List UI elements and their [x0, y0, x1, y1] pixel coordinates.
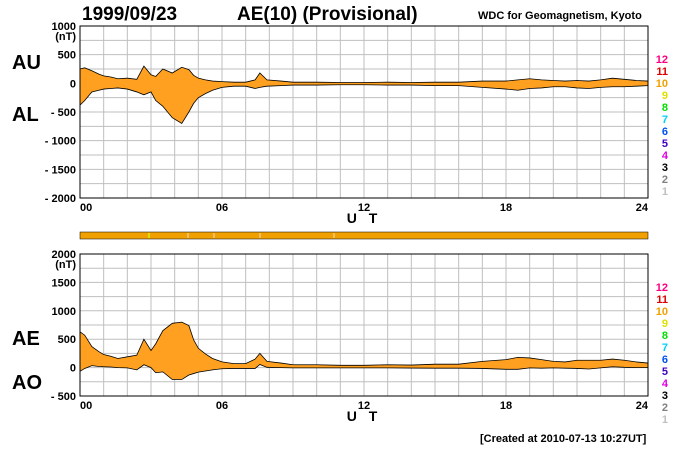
coverage-marker: [259, 233, 261, 238]
top-plot-frame: [79, 25, 649, 199]
station-legend-11: 11: [656, 294, 668, 306]
x-axis-label: U T: [347, 408, 382, 424]
y-tick-label: 1000: [52, 306, 76, 318]
source-label: WDC for Geomagnetism, Kyoto: [478, 10, 642, 22]
al-label: AL: [12, 104, 39, 126]
x-tick-label: 24: [636, 400, 649, 412]
station-legend-10: 10: [656, 306, 668, 318]
x-tick-label: 06: [216, 202, 228, 214]
created-label: [Created at 2010-07-13 10:27UT]: [480, 433, 647, 445]
x-tick-label: 06: [216, 400, 228, 412]
date-title: 1999/09/23: [82, 4, 178, 25]
x-tick-label: 00: [80, 400, 92, 412]
bottom-plot-frame: [79, 253, 649, 397]
station-legend-4: 4: [662, 378, 669, 390]
station-legend-11: 11: [656, 66, 668, 78]
x-tick-label: 00: [80, 202, 92, 214]
y-tick-label: - 500: [51, 107, 76, 119]
station-legend-6: 6: [662, 126, 668, 138]
station-legend-12: 12: [656, 54, 668, 66]
coverage-marker: [213, 233, 215, 238]
station-coverage-bar: [79, 231, 649, 240]
series-line-ae: [79, 321, 649, 366]
coverage-marker: [333, 233, 335, 238]
y-tick-label: - 500: [51, 391, 76, 403]
station-legend-1: 1: [662, 186, 668, 198]
ae-label: AE: [12, 328, 40, 350]
x-tick-label: 24: [636, 202, 649, 214]
y-tick-label: 500: [58, 334, 76, 346]
station-legend-5: 5: [662, 138, 668, 150]
x-tick-label: 18: [500, 202, 512, 214]
top-area-fill: [80, 66, 648, 124]
coverage-marker: [187, 233, 189, 238]
y-tick-label: 500: [58, 50, 76, 62]
station-legend-9: 9: [662, 318, 668, 330]
y-tick-label: 1500: [52, 277, 76, 289]
station-legend-1: 1: [662, 414, 668, 426]
y-tick-label: - 1000: [45, 136, 76, 148]
y-tick-label: 0: [70, 363, 76, 375]
station-legend-8: 8: [662, 102, 668, 114]
station-legend-2: 2: [662, 402, 668, 414]
station-legend-9: 9: [662, 90, 668, 102]
station-legend-10: 10: [656, 78, 668, 90]
y-tick-label: - 1500: [45, 164, 76, 176]
station-legend-2: 2: [662, 174, 668, 186]
ao-label: AO: [12, 372, 42, 394]
y-axis-unit: (nT): [55, 31, 76, 43]
x-tick-label: 12: [358, 202, 370, 214]
x-tick-label: 12: [358, 400, 370, 412]
series-line-al: [79, 84, 649, 125]
index-title: AE(10) (Provisional): [237, 4, 418, 25]
station-legend-3: 3: [662, 162, 668, 174]
bottom-area-fill: [80, 322, 648, 380]
au-label: AU: [12, 52, 41, 74]
y-tick-label: 1000: [52, 21, 76, 33]
station-legend-6: 6: [662, 354, 668, 366]
station-legend-4: 4: [662, 150, 669, 162]
station-legend-3: 3: [662, 390, 668, 402]
y-tick-label: 2000: [52, 249, 76, 261]
y-tick-label: 0: [70, 78, 76, 90]
y-tick-label: - 2000: [45, 193, 76, 205]
x-axis-label: U T: [347, 210, 382, 226]
series-line-ao: [79, 364, 648, 380]
station-legend-5: 5: [662, 366, 668, 378]
station-legend-7: 7: [662, 114, 668, 126]
y-axis-unit: (nT): [55, 259, 76, 271]
station-legend-12: 12: [656, 282, 668, 294]
station-legend-8: 8: [662, 330, 668, 342]
series-line-au: [79, 65, 649, 83]
coverage-marker: [148, 233, 150, 238]
x-tick-label: 18: [500, 400, 512, 412]
station-legend-7: 7: [662, 342, 668, 354]
